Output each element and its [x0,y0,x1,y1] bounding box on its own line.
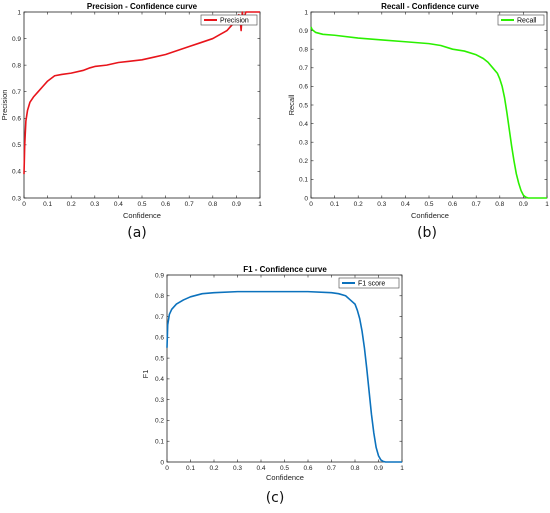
x-tick-label: 0.3 [233,465,242,472]
y-tick-label: 0.3 [12,195,21,202]
y-tick-label: 1 [304,9,308,16]
y-tick-label: 0.4 [299,121,308,128]
x-tick-label: 0.7 [472,201,481,208]
x-tick-label: 0 [165,465,169,472]
x-axis-label: Confidence [411,211,449,220]
chart-title: Recall - Confidence curve [381,2,479,11]
recall-confidence-chart: Recall - Confidence curve 0 0.1 0.2 0.3 0.4 0… [287,2,549,220]
legend-label: Recall [517,18,537,25]
legend-box [338,277,400,289]
y-tick-label: 0.3 [299,140,308,147]
y-tick-label: 0.9 [155,272,164,279]
plot-frame [310,11,548,199]
x-tick-label: 0.6 [448,201,457,208]
x-tick-label: 0.2 [67,201,76,208]
y-axis-label: Recall [287,94,296,115]
x-tick-label: 0.7 [327,465,336,472]
series-line [166,290,402,463]
y-tick-label: 0.7 [155,314,164,321]
y-tick-label: 0.3 [155,397,164,404]
y-tick-label: 0 [304,195,308,202]
x-tick-label: 0.5 [280,465,289,472]
series-layer [23,11,260,175]
x-tick-label: 0.4 [256,465,265,472]
panel-caption-c: (c) [265,490,285,506]
chart-title: F1 - Confidence curve [243,265,327,274]
plot-frame [166,274,403,463]
x-tick-label: 0.8 [350,465,359,472]
x-tick-label: 1 [545,201,549,208]
x-tick-label: 0.4 [114,201,123,208]
y-axis-label: F1 [141,370,150,379]
legend: Recall [497,14,545,26]
x-tick-label: 0.9 [519,201,528,208]
y-tick-label: 0.6 [299,84,308,91]
x-axis-label: Confidence [266,473,304,482]
tick-layer: 0 0.1 0.2 0.3 0.4 0.5 0.6 0.7 0.8 0.9 1 0.3 0.4 0.5 0.… [12,9,262,208]
y-tick-label: 0.1 [155,439,164,446]
series-line [310,26,547,199]
plot-frame [23,11,261,199]
y-tick-label: 0.7 [299,65,308,72]
panel-caption-b: (b) [417,225,437,241]
series-layer [310,26,547,199]
y-tick-label: 0.5 [299,102,308,109]
y-tick-label: 0.8 [12,62,21,69]
y-tick-label: 0.4 [12,169,21,176]
tick-layer: 0 0.1 0.2 0.3 0.4 0.5 0.6 0.7 0.8 0.9 1 0 0.1 0.2 0.3 0… [155,272,404,472]
x-tick-label: 0.1 [186,465,195,472]
x-tick-label: 0.4 [401,201,410,208]
legend-label: Precision [220,18,249,25]
x-tick-label: 0.6 [303,465,312,472]
y-tick-label: 0.9 [299,28,308,35]
x-tick-label: 0.1 [330,201,339,208]
y-tick-label: 0.6 [155,335,164,342]
series-layer [166,290,402,463]
x-tick-label: 0.5 [424,201,433,208]
x-tick-label: 1 [258,201,262,208]
y-tick-label: 0.9 [12,36,21,43]
f1-confidence-chart: F1 - Confidence curve 0 0.1 0.2 0.3 0.4 0.5 0.… [141,265,404,482]
x-tick-label: 0.2 [354,201,363,208]
y-tick-label: 1 [17,9,21,16]
legend-box [497,14,545,26]
x-tick-label: 0.8 [208,201,217,208]
x-tick-label: 0.3 [377,201,386,208]
x-tick-label: 0.1 [43,201,52,208]
chart-title: Precision - Confidence curve [87,2,198,11]
y-axis-label: Precision [0,90,9,121]
x-tick-label: 0.8 [495,201,504,208]
y-tick-label: 0.6 [12,116,21,123]
legend: Precision [200,14,258,26]
y-tick-label: 0.4 [155,376,164,383]
legend: F1 score [338,277,400,289]
y-tick-label: 0 [160,459,164,466]
y-tick-label: 0.5 [12,142,21,149]
x-axis-label: Confidence [123,211,161,220]
y-tick-label: 0.8 [155,293,164,300]
x-tick-label: 1 [400,465,404,472]
y-tick-label: 0.5 [155,355,164,362]
x-tick-label: 0.9 [374,465,383,472]
y-tick-label: 0.7 [12,89,21,96]
y-tick-label: 0.8 [299,47,308,54]
y-tick-label: 0.2 [299,158,308,165]
legend-label: F1 score [358,281,385,288]
x-tick-label: 0.7 [185,201,194,208]
x-tick-label: 0 [22,201,26,208]
series-line [23,11,260,175]
tick-layer: 0 0.1 0.2 0.3 0.4 0.5 0.6 0.7 0.8 0.9 1 0 0.1 0.2 0.3 0… [299,9,549,208]
x-tick-label: 0.6 [161,201,170,208]
panel-caption-a: (a) [127,225,147,241]
x-tick-label: 0.3 [90,201,99,208]
y-tick-label: 0.2 [155,418,164,425]
x-tick-label: 0.9 [232,201,241,208]
x-tick-label: 0 [309,201,313,208]
x-tick-label: 0.2 [209,465,218,472]
precision-confidence-chart: Precision - Confidence curve 0 0.1 0.2 0.3 0… [0,2,262,220]
y-tick-label: 0.1 [299,177,308,184]
legend-box [200,14,258,26]
x-tick-label: 0.5 [137,201,146,208]
